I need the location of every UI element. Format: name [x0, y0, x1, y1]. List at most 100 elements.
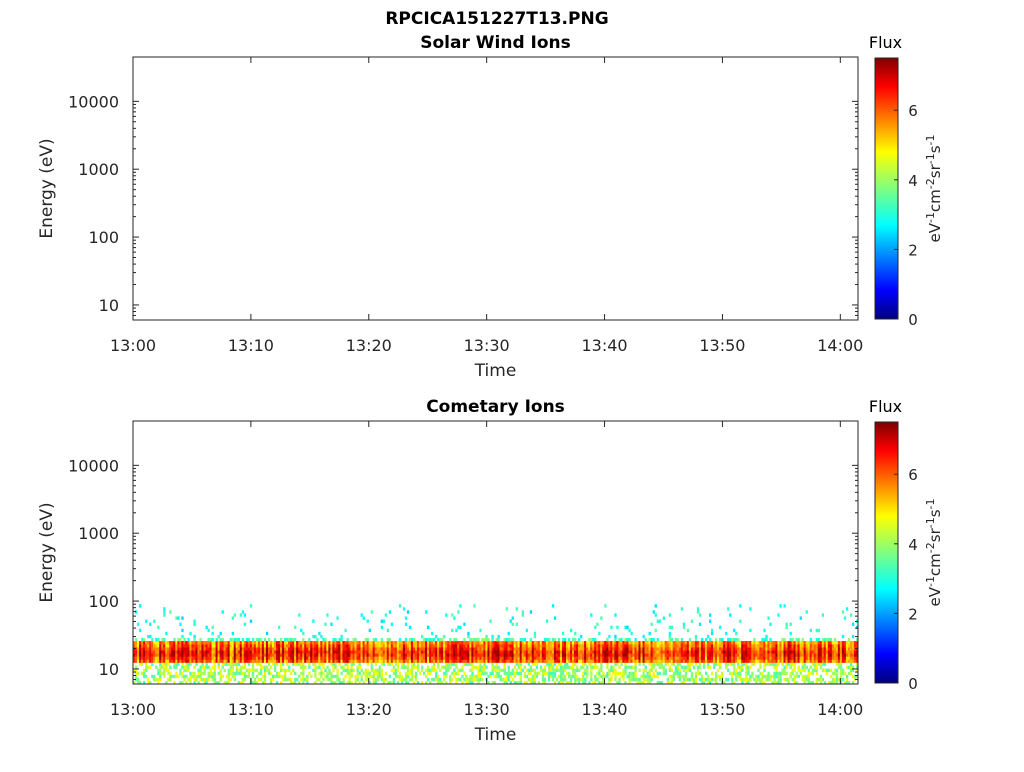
spectrogram-cell — [656, 619, 659, 623]
spectrogram-cell — [147, 680, 150, 685]
spectrogram-cell — [370, 610, 373, 614]
spectrogram-cell — [841, 641, 845, 645]
spectrogram-cell — [203, 653, 206, 657]
spectrogram-cell — [197, 674, 200, 679]
spectrogram-cell — [247, 671, 251, 676]
spectrogram-cell — [765, 634, 768, 639]
spectrogram-cell — [487, 680, 490, 685]
spectrogram-cell — [505, 674, 508, 679]
spectrogram-cell — [608, 680, 611, 685]
spectrogram-cell — [825, 644, 829, 648]
spectrogram-cell — [435, 659, 438, 663]
spectrogram-cell — [431, 644, 434, 648]
spectrogram-cell — [696, 610, 700, 614]
spectrogram-cell — [618, 637, 621, 642]
spectrogram-cell — [169, 644, 172, 648]
spectrogram-cell — [497, 674, 500, 679]
spectrogram-cell — [294, 680, 297, 685]
spectrogram-cell — [598, 680, 601, 685]
spectrogram-cell — [715, 662, 718, 666]
spectrogram-cell — [551, 665, 555, 669]
spectrogram-cell — [235, 647, 239, 651]
spectrogram-cell — [841, 644, 845, 648]
spectrogram-cell — [813, 662, 816, 666]
spectrogram-cell — [457, 653, 460, 657]
spectrogram-cell — [231, 637, 234, 642]
spectrogram-cell — [783, 644, 786, 648]
spectrogram-cell — [280, 650, 283, 654]
spectrogram-cell — [396, 659, 400, 663]
spectrogram-cell — [717, 650, 720, 654]
spectrogram-cell — [717, 656, 720, 660]
spectrogram-cell — [159, 662, 162, 666]
spectrogram-cell — [249, 668, 253, 673]
spectrogram-cell — [501, 647, 504, 651]
spectrogram-cell — [388, 656, 392, 660]
spectrogram-cell — [288, 650, 291, 654]
spectrogram-cell — [692, 650, 696, 654]
spectrogram-cell — [590, 641, 593, 645]
spectrogram-cell — [364, 641, 367, 645]
spectrogram-cell — [523, 659, 526, 663]
spectrogram-cell — [241, 650, 245, 654]
spectrogram-cell — [547, 641, 551, 645]
spectrogram-cell — [384, 641, 388, 645]
spectrogram-cell — [614, 634, 617, 639]
spectrogram-cell — [690, 671, 694, 676]
spectrogram-cell — [437, 644, 440, 648]
spectrogram-cell — [676, 662, 680, 666]
spectrogram-cell — [139, 650, 142, 654]
spectrogram-cell — [521, 659, 524, 663]
spectrogram-cell — [225, 656, 228, 660]
spectrogram-cell — [789, 622, 792, 626]
spectrogram-cell — [175, 644, 178, 648]
spectrogram-cell — [652, 650, 655, 654]
spectrogram-cell — [429, 644, 432, 648]
spectrogram-cell — [382, 653, 386, 657]
spectrogram-cell — [229, 644, 232, 648]
spectrogram-cell — [539, 647, 543, 651]
spectrogram-cell — [755, 680, 758, 685]
spectrogram-cell — [318, 665, 321, 669]
spectrogram-cell — [646, 647, 649, 651]
spectrogram-cell — [817, 659, 821, 663]
spectrogram-cell — [745, 659, 748, 663]
spectrogram-cell — [282, 641, 285, 645]
spectrogram-cell — [237, 656, 241, 660]
spectrogram-cell — [475, 674, 478, 679]
spectrogram-cell — [269, 653, 273, 657]
spectrogram-cell — [302, 680, 305, 685]
spectrogram-cell — [549, 662, 553, 666]
spectrogram-cell — [606, 647, 609, 651]
spectrogram-cell — [614, 677, 617, 682]
spectrogram-cell — [231, 631, 234, 636]
spectrogram-cell — [302, 641, 305, 645]
spectrogram-cell — [141, 644, 144, 648]
spectrogram-cell — [151, 674, 154, 679]
spectrogram-cell — [543, 677, 547, 682]
spectrogram-cell — [517, 656, 520, 660]
spectrogram-cell — [636, 680, 639, 685]
spectrogram-cell — [338, 637, 341, 642]
spectrogram-cell — [159, 656, 162, 660]
spectrogram-cell — [555, 653, 559, 657]
spectrogram-cell — [578, 650, 581, 654]
spectrogram-cell — [253, 659, 257, 663]
spectrogram-cell — [169, 671, 172, 676]
spectrogram-cell — [187, 668, 190, 673]
spectrogram-cell — [362, 656, 365, 660]
spectrogram-cell — [807, 650, 810, 654]
spectrogram-cell — [843, 641, 847, 645]
spectrogram-cell — [233, 644, 236, 648]
spectrogram-cell — [493, 656, 496, 660]
spectrogram-cell — [853, 644, 857, 648]
spectrogram-cell — [382, 647, 386, 651]
spectrogram-cell — [563, 668, 567, 673]
spectrogram-cell — [698, 656, 702, 660]
spectrogram-cell — [823, 647, 827, 651]
spectrogram-cell — [517, 662, 520, 666]
colorbar-unit-label: eV-1cm-2sr-1s-1 — [924, 134, 945, 242]
spectrogram-cell — [384, 671, 388, 676]
spectrogram-cell — [650, 677, 653, 682]
colorbar-tick-label: 2 — [908, 605, 918, 623]
